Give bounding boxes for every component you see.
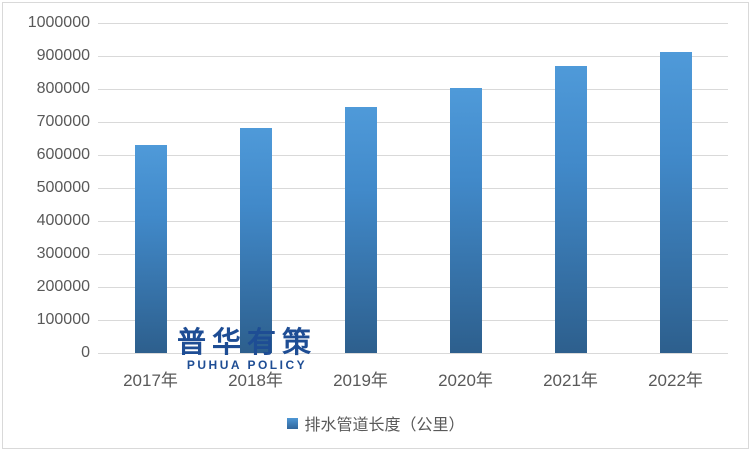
- x-axis-label: 2021年: [543, 371, 598, 390]
- gridline: [98, 89, 728, 90]
- gridline: [98, 353, 728, 354]
- y-axis-label: 300000: [36, 245, 90, 262]
- watermark: 普华有策 PUHUA POLICY: [177, 327, 318, 372]
- gridline: [98, 56, 728, 57]
- y-axis-label: 800000: [36, 80, 90, 97]
- gridline: [98, 254, 728, 255]
- gridline: [98, 122, 728, 123]
- y-axis-label: 900000: [36, 47, 90, 64]
- x-axis-label: 2017年: [123, 371, 178, 390]
- y-axis-label: 600000: [36, 146, 90, 163]
- bar: [449, 88, 482, 353]
- bar: [659, 52, 692, 353]
- gridline: [98, 23, 728, 24]
- bar: [344, 107, 377, 353]
- y-axis-label: 1000000: [27, 14, 90, 31]
- gridline: [98, 221, 728, 222]
- y-axis-label: 400000: [36, 212, 90, 229]
- x-axis-label: 2018年: [228, 371, 283, 390]
- y-axis-label: 0: [81, 344, 90, 361]
- legend: 排水管道长度（公里）: [0, 411, 752, 435]
- y-axis-label: 700000: [36, 113, 90, 130]
- bar: [554, 66, 587, 353]
- legend-label: 排水管道长度（公里）: [304, 417, 465, 434]
- y-axis-label: 200000: [36, 278, 90, 295]
- bar: [239, 128, 272, 353]
- watermark-english-text: PUHUA POLICY: [186, 358, 308, 372]
- legend-square-icon: [287, 417, 299, 429]
- x-axis-label: 2020年: [438, 371, 493, 390]
- plot-area: [98, 23, 728, 354]
- gridline: [98, 287, 728, 288]
- gridline: [98, 155, 728, 156]
- y-axis-label: 100000: [36, 311, 90, 328]
- watermark-chinese-text: 普华有策: [177, 327, 318, 359]
- x-axis-label: 2019年: [333, 371, 388, 390]
- gridline: [98, 188, 728, 189]
- y-axis-label: 500000: [36, 179, 90, 196]
- x-axis-label: 2022年: [648, 371, 703, 390]
- gridline: [98, 320, 728, 321]
- bar: [134, 145, 167, 353]
